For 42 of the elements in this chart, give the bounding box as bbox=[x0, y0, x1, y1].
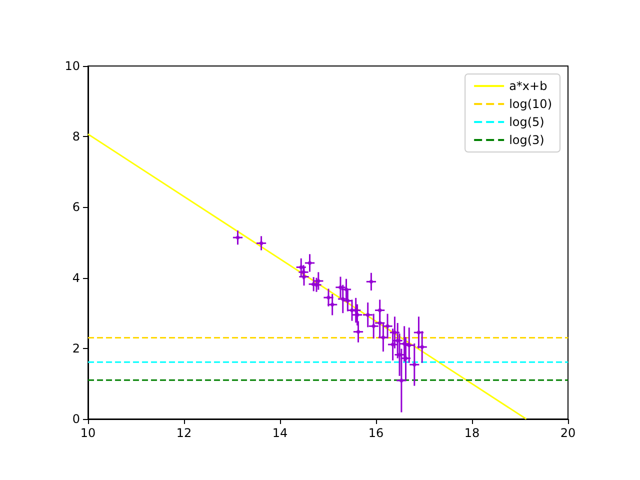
y-tick-label: 8 bbox=[72, 130, 80, 144]
point bbox=[378, 320, 382, 325]
x-tick-label: 20 bbox=[560, 426, 576, 440]
point bbox=[299, 265, 304, 270]
point bbox=[407, 343, 412, 348]
point bbox=[302, 270, 306, 274]
point bbox=[356, 330, 360, 334]
point bbox=[330, 302, 334, 307]
legend-label: a*x+b bbox=[509, 79, 548, 93]
point bbox=[366, 312, 370, 317]
y-tick-label: 4 bbox=[72, 270, 80, 285]
point bbox=[386, 324, 390, 328]
point bbox=[399, 378, 404, 383]
point bbox=[344, 287, 348, 292]
legend-label: log(5) bbox=[509, 115, 544, 129]
point bbox=[338, 285, 342, 290]
y-tick-label: 10 bbox=[64, 59, 80, 73]
point bbox=[369, 280, 374, 284]
point bbox=[259, 241, 264, 246]
point bbox=[340, 296, 345, 301]
x-tick-label: 16 bbox=[368, 426, 384, 440]
point bbox=[350, 308, 354, 312]
point bbox=[420, 344, 424, 349]
x-tick-label: 14 bbox=[272, 426, 288, 440]
y-tick-label: 2 bbox=[72, 341, 80, 356]
point bbox=[326, 296, 330, 300]
point bbox=[346, 298, 350, 303]
legend-label: log(3) bbox=[509, 133, 544, 147]
point bbox=[308, 260, 312, 265]
point bbox=[372, 324, 376, 328]
legend-label: log(10) bbox=[509, 97, 552, 111]
point bbox=[412, 362, 416, 367]
point bbox=[378, 308, 382, 312]
point bbox=[416, 330, 421, 335]
point bbox=[236, 236, 240, 240]
point bbox=[381, 335, 386, 340]
point bbox=[314, 282, 318, 287]
x-tick-label: 12 bbox=[176, 426, 192, 440]
y-tick-label: 0 bbox=[72, 412, 80, 426]
y-tick-label: 6 bbox=[72, 200, 80, 214]
point bbox=[302, 274, 306, 279]
x-tick-label: 18 bbox=[464, 426, 480, 440]
